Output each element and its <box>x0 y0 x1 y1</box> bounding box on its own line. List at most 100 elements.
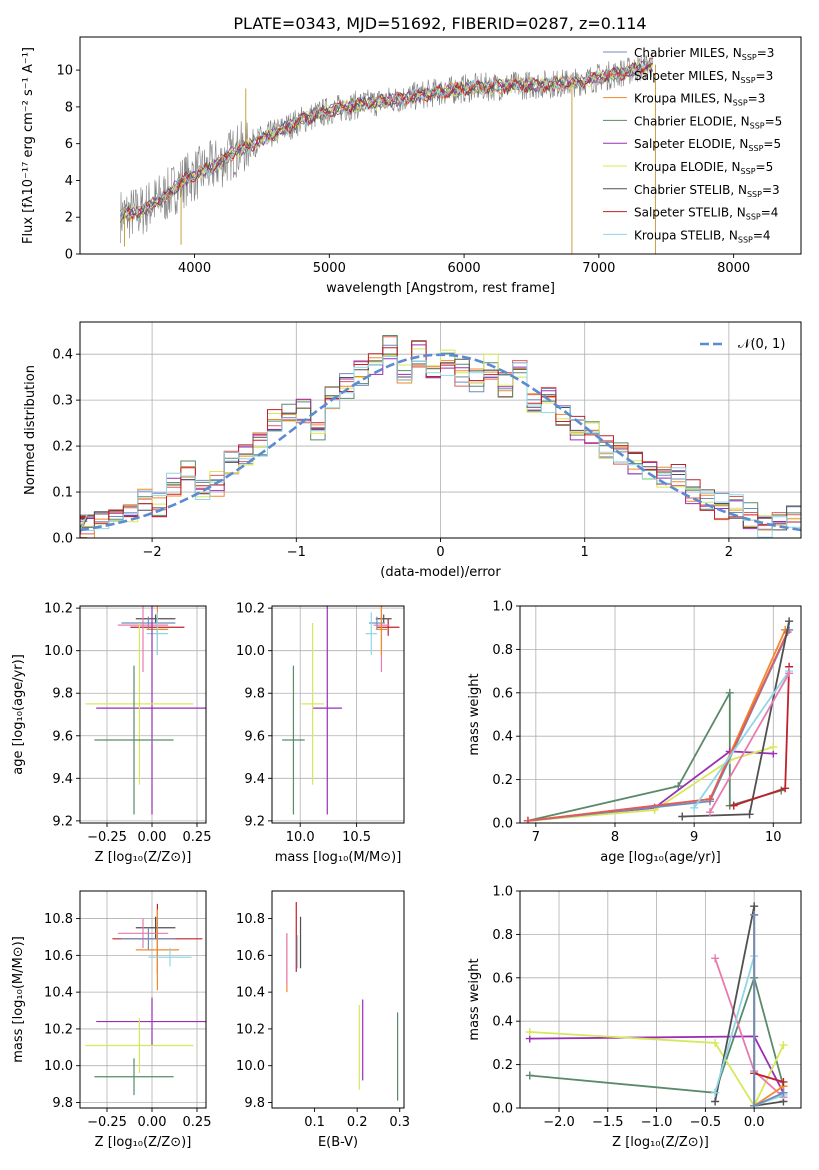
x-axis-label: (data-model)/error <box>380 565 501 580</box>
weight-marker-chabrier-elodie <box>525 1071 534 1080</box>
y-tick-label: 9.2 <box>244 814 265 829</box>
y-tick-label: 0.6 <box>492 686 513 701</box>
weight-marker-chabrier-stelib <box>750 902 759 911</box>
y-tick-label: 9.8 <box>244 1096 265 1111</box>
plot-area <box>525 902 788 1108</box>
panel-mass-vs-Z: −0.25 0.00 0.25 9.8 10.0 10.2 10.4 10.6 10.8 Z [l… <box>11 890 211 1150</box>
x-axis-label: age [log₁₀(age/yr)] <box>600 850 721 865</box>
weight-line-salpeter-miles <box>527 631 789 822</box>
x-tick-label: −2 <box>143 545 162 560</box>
weight-marker-chabrier-stelib <box>745 810 754 819</box>
y-tick-label: 10.0 <box>44 644 73 659</box>
weight-marker-chabrier-miles <box>750 1101 759 1108</box>
legend-label-salpeter-miles: Salpeter MILES, NSSP=3 <box>634 69 773 85</box>
x-tick-label: 1 <box>581 545 589 560</box>
axes-frame <box>79 321 802 539</box>
legend-label-kroupa-elodie: Kroupa ELODIE, NSSP=5 <box>634 160 773 176</box>
y-tick-label: 10.6 <box>236 949 265 964</box>
x-axis-label: E(B-V) <box>318 1135 358 1150</box>
gaussian-curve <box>80 353 801 532</box>
x-axis-label: mass [log₁₀(M/M⊙)] <box>275 850 402 865</box>
y-tick-label: 1.0 <box>492 600 513 615</box>
y-tick-label: 0.4 <box>492 730 513 745</box>
x-axis-label: Z [log₁₀(Z/Z⊙)] <box>612 1135 709 1150</box>
y-tick-label: 10.8 <box>44 912 73 927</box>
weight-marker-salpeter-stelib <box>781 784 790 793</box>
weight-marker-kroupa-elodie <box>779 1041 788 1050</box>
weight-marker-kroupa-elodie <box>711 1038 720 1047</box>
y-tick-label: 4 <box>65 174 73 189</box>
y-tick-label: 10.4 <box>236 986 265 1001</box>
x-tick-label: 9 <box>690 830 698 845</box>
y-tick-label: 10.2 <box>236 602 265 617</box>
y-tick-label: 10.2 <box>44 602 73 617</box>
model-line-kroupa-elodie <box>119 60 654 223</box>
y-tick-label: 0.3 <box>52 394 73 409</box>
x-axis-label: Z [log₁₀(Z/Z⊙)] <box>95 850 192 865</box>
weight-marker-kroupa-elodie <box>525 1028 534 1037</box>
weight-line-kroupa-elodie <box>527 746 774 822</box>
x-tick-label: 2 <box>725 545 733 560</box>
panel-weight-vs-age: 7 8 9 10 0.0 0.2 0.4 0.6 0.8 1.0 age [log₁₀(age/yr… <box>467 600 802 865</box>
y-tick-label: 10 <box>56 64 73 79</box>
spectrum-data-line <box>120 51 653 244</box>
panel-residual-hist: −2 −1 0 1 2 0.0 0.1 0.2 0.3 0.4 (data-model)/error… <box>23 321 802 580</box>
x-tick-label: 7000 <box>582 261 615 276</box>
axes-frame <box>271 890 405 1109</box>
plot-area <box>286 902 399 1101</box>
x-tick-label: −0.25 <box>87 830 127 845</box>
weight-marker-kroupa-stelib-pink <box>705 808 714 817</box>
x-tick-label: 8000 <box>717 261 750 276</box>
model-line-salpeter-elodie <box>120 60 654 219</box>
legend-label-kroupa-miles: Kroupa MILES, NSSP=3 <box>634 92 765 108</box>
y-axis-label: mass weight <box>467 673 482 755</box>
y-tick-label: 0.1 <box>52 486 73 501</box>
weight-marker-kroupa-stelib-pink <box>711 954 720 963</box>
weight-marker-chabrier-stelib <box>785 617 794 626</box>
x-tick-label: 6000 <box>448 261 481 276</box>
weight-marker-salpeter-miles <box>523 816 532 823</box>
axes-frame <box>519 890 802 1109</box>
x-tick-label: −1.5 <box>592 1115 624 1130</box>
weight-line-kroupa-stelib <box>693 670 790 809</box>
x-tick-label: 10 <box>765 830 782 845</box>
y-tick-label: 9.8 <box>52 1096 73 1111</box>
histogram-step-kroupa-stelib <box>80 356 801 538</box>
x-tick-label: 10.5 <box>342 830 371 845</box>
histogram-step-kroupa-miles <box>80 355 801 538</box>
y-tick-label: 10.2 <box>44 1022 73 1037</box>
y-tick-label: 9.4 <box>52 772 73 787</box>
x-tick-label: −1 <box>287 545 306 560</box>
weight-marker-chabrier-stelib <box>711 1097 720 1106</box>
y-axis-label: mass weight <box>467 958 482 1040</box>
legend-label-kroupa-stelib: Kroupa STELIB, NSSP=4 <box>634 228 771 244</box>
y-axis-label: age [log₁₀(age/yr)] <box>11 654 26 775</box>
axes-frame <box>79 890 207 1109</box>
histogram-step-salpeter-stelib <box>80 340 801 525</box>
y-tick-label: 10.0 <box>44 1059 73 1074</box>
plot-area <box>523 617 794 823</box>
y-tick-label: 10.8 <box>236 912 265 927</box>
y-tick-label: 0 <box>65 248 73 263</box>
y-tick-label: 0.2 <box>492 773 513 788</box>
axes-frame <box>519 605 802 824</box>
y-axis-label: mass [log₁₀(M/M⊙)] <box>11 936 26 1063</box>
x-tick-label: −0.25 <box>87 1115 127 1130</box>
panel-age-vs-Z: −0.25 0.00 0.25 9.2 9.4 9.6 9.8 10.0 10.2 Z [log₁… <box>11 602 211 865</box>
plot-area <box>85 606 206 815</box>
x-tick-label: −2.0 <box>543 1115 575 1130</box>
x-tick-label: 0.0 <box>744 1115 765 1130</box>
weight-marker-salpeter-miles <box>705 795 714 804</box>
y-tick-label: 10.6 <box>44 949 73 964</box>
weight-line-chabrier-miles <box>527 629 790 822</box>
x-axis-label: wavelength [Angstrom, rest frame] <box>326 281 555 296</box>
y-tick-label: 10.0 <box>236 644 265 659</box>
x-tick-label: 5000 <box>313 261 346 276</box>
y-tick-label: 0.0 <box>492 817 513 832</box>
x-tick-label: 0.00 <box>138 1115 167 1130</box>
x-tick-label: −0.5 <box>690 1115 722 1130</box>
weight-marker-salpeter-stelib <box>779 1077 788 1086</box>
weight-line-kroupa-elodie <box>529 1031 785 1108</box>
y-tick-label: 0.8 <box>492 643 513 658</box>
